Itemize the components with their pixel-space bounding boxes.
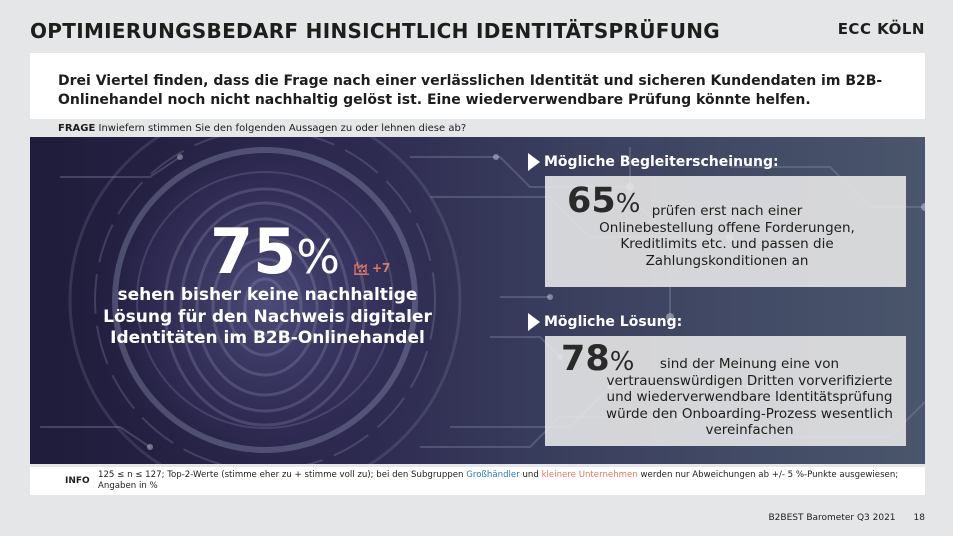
side-stat-value-2: 78% bbox=[561, 339, 634, 379]
side-heading-label: Mögliche Lösung: bbox=[544, 314, 683, 330]
footer: B2BEST Barometer Q3 2021 18 bbox=[769, 513, 926, 523]
main-stat-description: sehen bisher keine nachhaltige Lösung fü… bbox=[103, 285, 432, 348]
main-stat-unit: % bbox=[296, 230, 340, 284]
side-stat-text-1: prüfen erst nach einer Onlinebestellung … bbox=[599, 203, 855, 269]
side-stat-box-1: 65% prüfen erst nach einer Onlinebestell… bbox=[545, 176, 906, 287]
ecc-logo: ECC KÖLN bbox=[837, 20, 925, 38]
info-group-small-companies: kleinere Unternehmen bbox=[541, 470, 638, 480]
side-heading-label: Mögliche Begleiterscheinung: bbox=[544, 154, 779, 170]
factory-icon bbox=[354, 262, 369, 275]
page-number: 18 bbox=[913, 513, 925, 523]
main-stat-delta: +7 bbox=[354, 261, 390, 275]
side-stat-unit-2: % bbox=[609, 347, 635, 377]
side-stat-value-1: 65% bbox=[567, 181, 640, 221]
side-stat-unit-1: % bbox=[615, 189, 641, 219]
side-stat-box-2: 78% sind der Meinung eine von vertrauens… bbox=[545, 336, 906, 446]
info-text-part-2: und bbox=[522, 470, 539, 480]
page-title: OPTIMIERUNGSBEDARF HINSICHTLICH IDENTITÄ… bbox=[30, 19, 720, 43]
fingerprint-circuit-illustration bbox=[40, 137, 925, 464]
info-label: INFO bbox=[65, 476, 90, 486]
info-group-wholesalers: Großhändler bbox=[466, 470, 520, 480]
side-stat-number-2: 78 bbox=[561, 339, 610, 379]
main-stat-value: 75% bbox=[210, 215, 340, 288]
question-line: FRAGE Inwiefern stimmen Sie den folgende… bbox=[58, 123, 466, 134]
question-text: Inwiefern stimmen Sie den folgenden Auss… bbox=[98, 123, 467, 134]
side-stat-number-1: 65 bbox=[567, 181, 616, 221]
side-stat-text-2: sind der Meinung eine von vertrauenswürd… bbox=[606, 356, 893, 438]
footer-source: B2BEST Barometer Q3 2021 bbox=[768, 513, 896, 523]
side-heading-loesung: Mögliche Lösung: bbox=[528, 313, 682, 331]
info-text: 125 ≤ n ≤ 127; Top-2-Werte (stimme eher … bbox=[98, 470, 908, 492]
hero-panel: 75% +7 sehen bisher keine nachhaltige Lö… bbox=[30, 137, 925, 464]
triangle-bullet-icon bbox=[528, 313, 540, 331]
info-text-part-1: 125 ≤ n ≤ 127; Top-2-Werte (stimme eher … bbox=[98, 470, 464, 480]
main-stat-number: 75 bbox=[210, 215, 297, 288]
info-text-part-3: werden nur Abweichungen ab +/- 5 %-Punkt… bbox=[98, 470, 899, 491]
summary-box: Drei Viertel finden, dass die Frage nach… bbox=[30, 53, 925, 119]
triangle-bullet-icon bbox=[528, 153, 540, 171]
main-stat-delta-value: +7 bbox=[372, 261, 391, 275]
info-box: INFO 125 ≤ n ≤ 127; Top-2-Werte (stimme … bbox=[30, 467, 925, 495]
question-label: FRAGE bbox=[58, 123, 96, 134]
side-heading-begleiterscheinung: Mögliche Begleiterscheinung: bbox=[528, 153, 779, 171]
